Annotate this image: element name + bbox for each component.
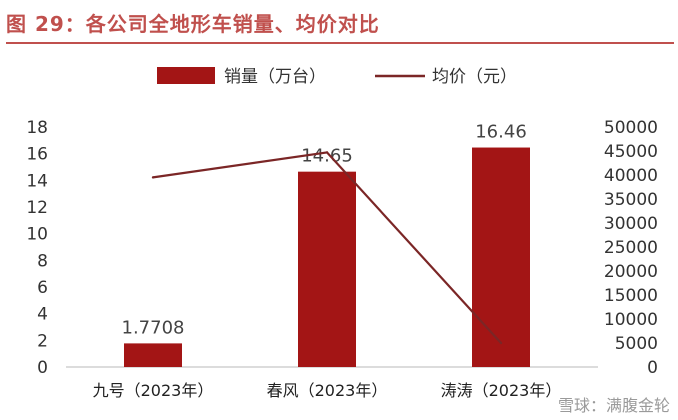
price-point xyxy=(499,341,503,345)
left-tick-label: 18 xyxy=(26,118,48,138)
left-tick-label: 0 xyxy=(37,358,48,378)
bars xyxy=(124,147,530,367)
category-labels: 九号（2023年） 春风（2023年） 涛涛（2023年） xyxy=(93,381,562,400)
price-point xyxy=(151,176,155,179)
left-tick-label: 6 xyxy=(37,278,48,298)
right-tick-label: 0 xyxy=(647,358,658,378)
category-label: 九号（2023年） xyxy=(93,381,214,400)
bar-data-label: 1.7708 xyxy=(122,317,185,338)
legend-swatch-bar xyxy=(157,67,215,84)
legend-label-bar: 销量（万台） xyxy=(224,67,326,87)
left-tick-label: 4 xyxy=(37,305,48,325)
right-tick-label: 30000 xyxy=(604,214,658,234)
watermark: 雪球：满腹金轮 xyxy=(557,396,670,415)
right-tick-label: 40000 xyxy=(604,166,658,186)
figure-title: 图 29：各公司全地形车销量、均价对比 xyxy=(6,12,380,36)
right-tick-label: 25000 xyxy=(604,238,658,258)
left-tick-label: 14 xyxy=(26,171,48,191)
category-label: 涛涛（2023年） xyxy=(441,381,562,400)
right-tick-label: 20000 xyxy=(604,262,658,282)
legend: 销量（万台） 均价（元） xyxy=(157,67,517,87)
left-axis: 0 2 4 6 8 10 12 14 16 18 xyxy=(26,118,48,378)
left-tick-label: 16 xyxy=(26,145,48,165)
bar-data-label: 16.46 xyxy=(475,122,527,143)
right-tick-label: 50000 xyxy=(604,118,658,138)
left-tick-label: 8 xyxy=(37,251,48,271)
category-label: 春风（2023年） xyxy=(267,381,388,400)
right-tick-label: 35000 xyxy=(604,190,658,210)
left-tick-label: 10 xyxy=(26,225,48,245)
legend-label-line: 均价（元） xyxy=(432,67,517,87)
bar-data-label: 14.65 xyxy=(301,146,353,167)
right-tick-label: 5000 xyxy=(615,334,658,354)
bar-data-labels: 1.7708 14.65 16.46 xyxy=(122,122,527,339)
left-tick-label: 2 xyxy=(37,331,48,351)
bar-sales-3 xyxy=(472,147,530,367)
bar-sales-2 xyxy=(298,171,356,367)
price-line xyxy=(151,151,503,345)
right-tick-label: 15000 xyxy=(604,286,658,306)
right-axis: 0 5000 10000 15000 20000 25000 30000 35000 40000… xyxy=(604,118,658,378)
bar-sales-1 xyxy=(124,343,182,367)
right-tick-label: 10000 xyxy=(604,310,658,330)
price-point xyxy=(325,151,329,154)
title-divider xyxy=(6,42,674,44)
right-tick-label: 45000 xyxy=(604,142,658,162)
left-tick-label: 12 xyxy=(26,198,48,218)
